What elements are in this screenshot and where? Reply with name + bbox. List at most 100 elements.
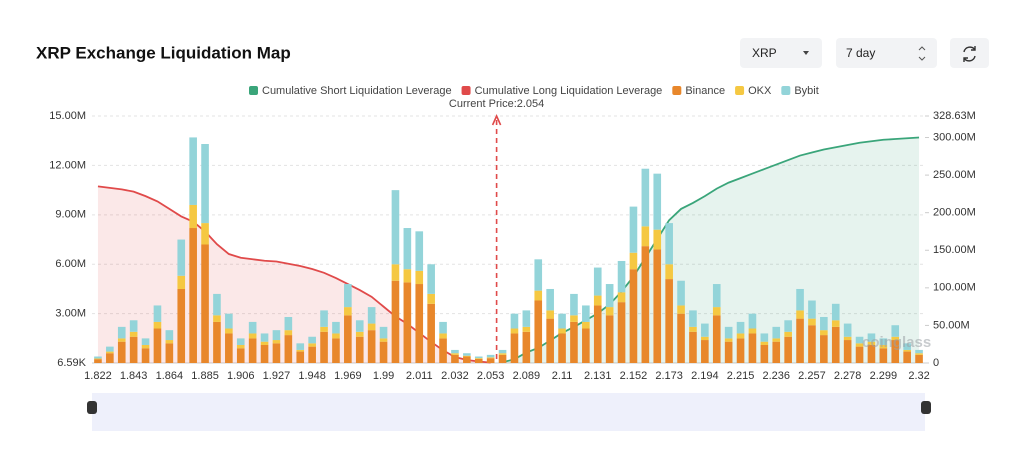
bar-segment: [724, 338, 733, 342]
bar-segment: [605, 307, 614, 316]
bar-segment: [855, 346, 864, 363]
bar-segment: [225, 333, 233, 363]
bar-segment: [867, 344, 876, 363]
watermark: coinglass: [862, 334, 931, 351]
refresh-button[interactable]: [950, 38, 989, 68]
bar-segment: [546, 318, 554, 363]
bar-segment: [891, 340, 900, 363]
range-navigator[interactable]: [92, 393, 925, 431]
legend-swatch: [249, 86, 258, 95]
bar-segment: [712, 284, 721, 308]
bar-segment: [403, 282, 412, 363]
bar-segment: [784, 331, 792, 337]
bar-segment: [379, 341, 388, 363]
y2-tick-label: 300.00M: [933, 131, 976, 143]
bar-segment: [617, 260, 626, 293]
bar-segment: [796, 310, 804, 319]
bar-segment: [867, 341, 876, 345]
bar-segment: [820, 316, 828, 331]
period-value[interactable]: 7 day: [846, 46, 875, 60]
bar-segment: [403, 228, 412, 270]
bar-segment: [736, 338, 745, 363]
bar-segment: [427, 264, 435, 294]
bar-segment: [843, 336, 852, 341]
range-handle-left[interactable]: [87, 401, 97, 414]
bar-segment: [463, 353, 471, 356]
y-tick-label: 6.59K: [57, 357, 86, 369]
bar-segment: [474, 358, 483, 359]
bar-segment: [129, 331, 138, 337]
bar-segment: [831, 320, 840, 327]
bar-segment: [593, 267, 602, 296]
current-price-arrow: [491, 114, 502, 126]
bar-segment: [225, 328, 233, 334]
bar-segment: [177, 288, 186, 363]
bar-segment: [784, 336, 792, 363]
bar-segment: [308, 343, 316, 347]
period-select[interactable]: [836, 38, 937, 68]
x-tick-label: 2.11: [552, 370, 573, 382]
bar-segment: [498, 354, 507, 363]
bar-segment: [236, 348, 245, 363]
bar-segment: [355, 320, 364, 332]
current-price-label: Current Price:2.054: [449, 98, 544, 110]
bar-segment: [391, 264, 400, 281]
bar-segment: [665, 264, 673, 280]
y2-tick-label: 0: [933, 357, 939, 369]
bar-segment: [439, 338, 447, 363]
bar-segment: [427, 303, 435, 363]
bar-segment: [808, 325, 816, 363]
x-tick-label: 1.885: [191, 370, 219, 382]
y2-tick-label: 328.63M: [933, 110, 976, 122]
bar-segment: [367, 330, 376, 363]
symbol-select[interactable]: [740, 38, 822, 68]
bar-segment: [891, 336, 900, 341]
bar-segment: [141, 338, 150, 345]
bar-segment: [534, 290, 543, 301]
bar-segment: [344, 307, 352, 316]
bar-segment: [796, 288, 804, 311]
x-tick-label: 1.906: [227, 370, 255, 382]
bar-segment: [570, 321, 578, 363]
bar-segment: [582, 305, 590, 322]
x-tick-label: 2.032: [441, 370, 469, 382]
bar-segment: [677, 305, 685, 314]
range-handle-right[interactable]: [921, 401, 931, 414]
bar-segment: [879, 348, 888, 363]
bar-segment: [831, 303, 840, 321]
bar-segment: [855, 336, 864, 344]
bar-segment: [189, 204, 197, 229]
bar-segment: [915, 353, 923, 355]
bar-segment: [165, 330, 174, 341]
bar-segment: [391, 190, 400, 265]
bar-segment: [94, 358, 102, 360]
bar-segment: [784, 320, 792, 332]
bar-segment: [225, 313, 233, 329]
bar-segment: [498, 349, 507, 354]
bar-segment: [629, 206, 638, 253]
bar-segment: [427, 293, 435, 304]
legend-label: Bybit: [794, 85, 818, 97]
bar-segment: [415, 231, 424, 271]
bar-segment: [296, 343, 305, 350]
bar-segment: [641, 168, 650, 227]
bar-segment: [486, 358, 495, 363]
bar-segment: [653, 249, 662, 363]
bar-segment: [320, 310, 328, 327]
bar-segment: [367, 307, 376, 324]
symbol-value[interactable]: XRP: [752, 46, 777, 60]
bar-segment: [260, 341, 269, 345]
bar-segment: [534, 300, 543, 363]
bar-segment: [701, 336, 709, 341]
y2-tick-label: 50.00M: [933, 319, 970, 331]
x-tick-label: 1.927: [263, 370, 291, 382]
bar-segment: [641, 226, 650, 247]
bar-segment: [677, 280, 685, 306]
x-tick-label: 2.278: [834, 370, 862, 382]
bar-segment: [415, 270, 424, 285]
bar-segment: [391, 280, 400, 363]
bar-segment: [248, 333, 257, 339]
plot-area: 6.59K 3.00M 6.00M 9.00M 12.00M 15.00M 0 50.00M 1…: [49, 85, 976, 382]
bar-segment: [593, 305, 602, 363]
bar-segment: [689, 310, 697, 327]
